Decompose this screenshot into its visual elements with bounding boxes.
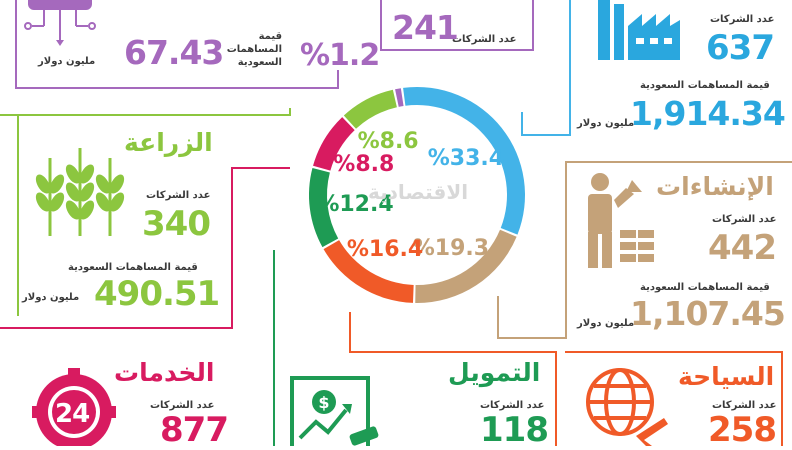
tech-share-value: %1.2 xyxy=(300,38,380,73)
construction-companies-label: عدد الشركات xyxy=(712,214,777,225)
agriculture-title: الزراعة xyxy=(124,128,213,157)
services-icon-text: 24 xyxy=(55,399,90,429)
industry-companies-value: 637 xyxy=(706,28,775,68)
services-companies-label: عدد الشركات xyxy=(150,400,215,411)
tourism-companies-label: عدد الشركات xyxy=(712,400,777,411)
finance-companies-value: 118 xyxy=(480,410,549,450)
industry-companies-label: عدد الشركات xyxy=(710,14,775,25)
construction-contrib-label: قيمة المساهمات السعودية xyxy=(640,282,770,293)
donut-slice-4 xyxy=(313,117,355,171)
donut-slice-2 xyxy=(323,240,414,303)
donut-slice-3 xyxy=(309,167,339,248)
watermark: الاقتصادية xyxy=(368,180,469,204)
donut-label-4: %8.8 xyxy=(333,152,394,177)
donut-label-0: %33.4 xyxy=(428,146,504,171)
tourism-title: السياحة xyxy=(678,362,775,391)
tourism-companies-value: 258 xyxy=(708,410,777,450)
construction-title: الإنشاءات xyxy=(656,172,774,201)
donut-slice-1 xyxy=(415,229,517,303)
contrib-label-line3: السعودية xyxy=(237,57,282,68)
donut-label-2: %16.4 xyxy=(347,237,423,262)
donut-label-3: %12.4 xyxy=(317,192,393,217)
agriculture-contrib-value: 490.51 xyxy=(94,274,220,314)
tech-contrib-label: قيمة المساهمات السعودية xyxy=(226,30,282,69)
top-middle-companies-value: 241 xyxy=(392,8,459,47)
services-companies-value: 877 xyxy=(160,410,229,450)
svg-text:$: $ xyxy=(318,393,329,412)
agriculture-companies-value: 340 xyxy=(142,204,211,244)
construction-contrib-value: 1,107.45 xyxy=(630,294,786,333)
wheat-icon xyxy=(35,148,125,236)
construction-unit-label: مليون دولار xyxy=(577,318,635,329)
construction-companies-value: 442 xyxy=(708,228,777,268)
contrib-label-line2: المساهمات xyxy=(226,44,282,55)
donut-label-5: %8.6 xyxy=(358,129,419,154)
industry-contrib-value: 1,914.34 xyxy=(630,94,786,133)
services-title: الخدمات xyxy=(114,358,215,387)
donut-slice-6 xyxy=(395,88,404,107)
agriculture-contrib-label: قيمة المساهمات السعودية xyxy=(68,262,198,273)
circuit-icon xyxy=(24,0,96,46)
agriculture-companies-label: عدد الشركات xyxy=(146,190,211,201)
builder-icon xyxy=(588,173,654,268)
finance-companies-label: عدد الشركات xyxy=(480,400,545,411)
donut-slice-5 xyxy=(343,89,397,129)
agriculture-unit-label: مليون دولار xyxy=(22,292,80,303)
tech-unit-label: مليون دولار xyxy=(38,56,96,67)
clock-24-icon xyxy=(32,368,116,446)
contrib-label-line1: قيمة xyxy=(258,31,282,42)
top-middle-companies-label: عدد الشركات xyxy=(452,34,517,45)
finance-title: التمويل xyxy=(448,358,541,387)
globe-plane-icon xyxy=(586,368,668,446)
industry-unit-label: مليون دولار xyxy=(577,118,635,129)
factory-icon xyxy=(598,0,680,60)
tech-contrib-value: 67.43 xyxy=(124,33,224,72)
donut-chart: %33.4%19.3%16.4%12.4%8.8%8.6%1.2 xyxy=(309,87,525,303)
finance-chart-icon: $ xyxy=(290,376,379,446)
donut-slice-0 xyxy=(403,87,525,235)
donut-label-1: %19.3 xyxy=(413,236,489,261)
industry-contrib-label: قيمة المساهمات السعودية xyxy=(640,80,770,91)
